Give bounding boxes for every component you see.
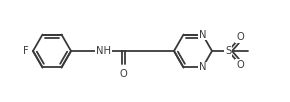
Text: N: N xyxy=(199,30,206,40)
Text: F: F xyxy=(23,46,29,56)
Text: O: O xyxy=(236,60,244,70)
Text: O: O xyxy=(236,32,244,42)
Text: S: S xyxy=(225,46,231,56)
Text: O: O xyxy=(119,69,127,79)
Text: N: N xyxy=(199,62,206,72)
Text: NH: NH xyxy=(96,46,111,56)
